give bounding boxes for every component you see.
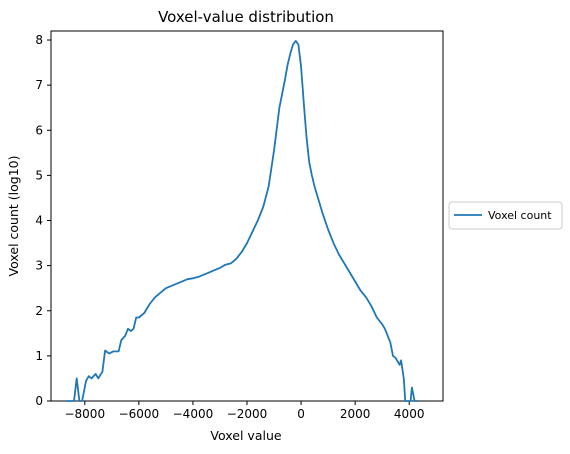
y-axis-label: Voxel count (log10) — [6, 156, 21, 277]
x-tick-label: −8000 — [64, 407, 105, 421]
x-tick-label: 2000 — [340, 407, 371, 421]
x-axis-label: Voxel value — [210, 428, 281, 443]
x-tick-label: −6000 — [119, 407, 160, 421]
y-tick-label: 3 — [35, 259, 43, 273]
plot-frame — [50, 30, 444, 402]
y-tick-label: 8 — [35, 33, 43, 47]
series-line-voxel-count — [65, 40, 418, 402]
y-tick-label: 7 — [35, 78, 43, 92]
legend-frame — [448, 201, 563, 230]
x-tick-label: 0 — [297, 407, 305, 421]
legend: Voxel count — [448, 201, 563, 230]
legend-label-voxel-count: Voxel count — [488, 209, 552, 222]
y-tick-label: 5 — [35, 168, 43, 182]
y-axis: 0 1 2 3 4 5 6 7 8 — [35, 33, 51, 408]
chart-title: Voxel-value distribution — [158, 8, 334, 26]
x-tick-label: −2000 — [227, 407, 268, 421]
plot-area: −8000 −6000 −4000 −2000 0 2000 4000 0 1 2 3 4 5 6 7 8 — [35, 30, 444, 421]
y-tick-label: 4 — [35, 214, 43, 228]
x-tick-label: −4000 — [173, 407, 214, 421]
x-axis: −8000 −6000 −4000 −2000 0 2000 4000 — [64, 401, 424, 421]
y-tick-label: 1 — [35, 349, 43, 363]
y-tick-label: 6 — [35, 123, 43, 137]
y-tick-label: 2 — [35, 304, 43, 318]
x-tick-label: 4000 — [394, 407, 425, 421]
y-tick-label: 0 — [35, 394, 43, 408]
